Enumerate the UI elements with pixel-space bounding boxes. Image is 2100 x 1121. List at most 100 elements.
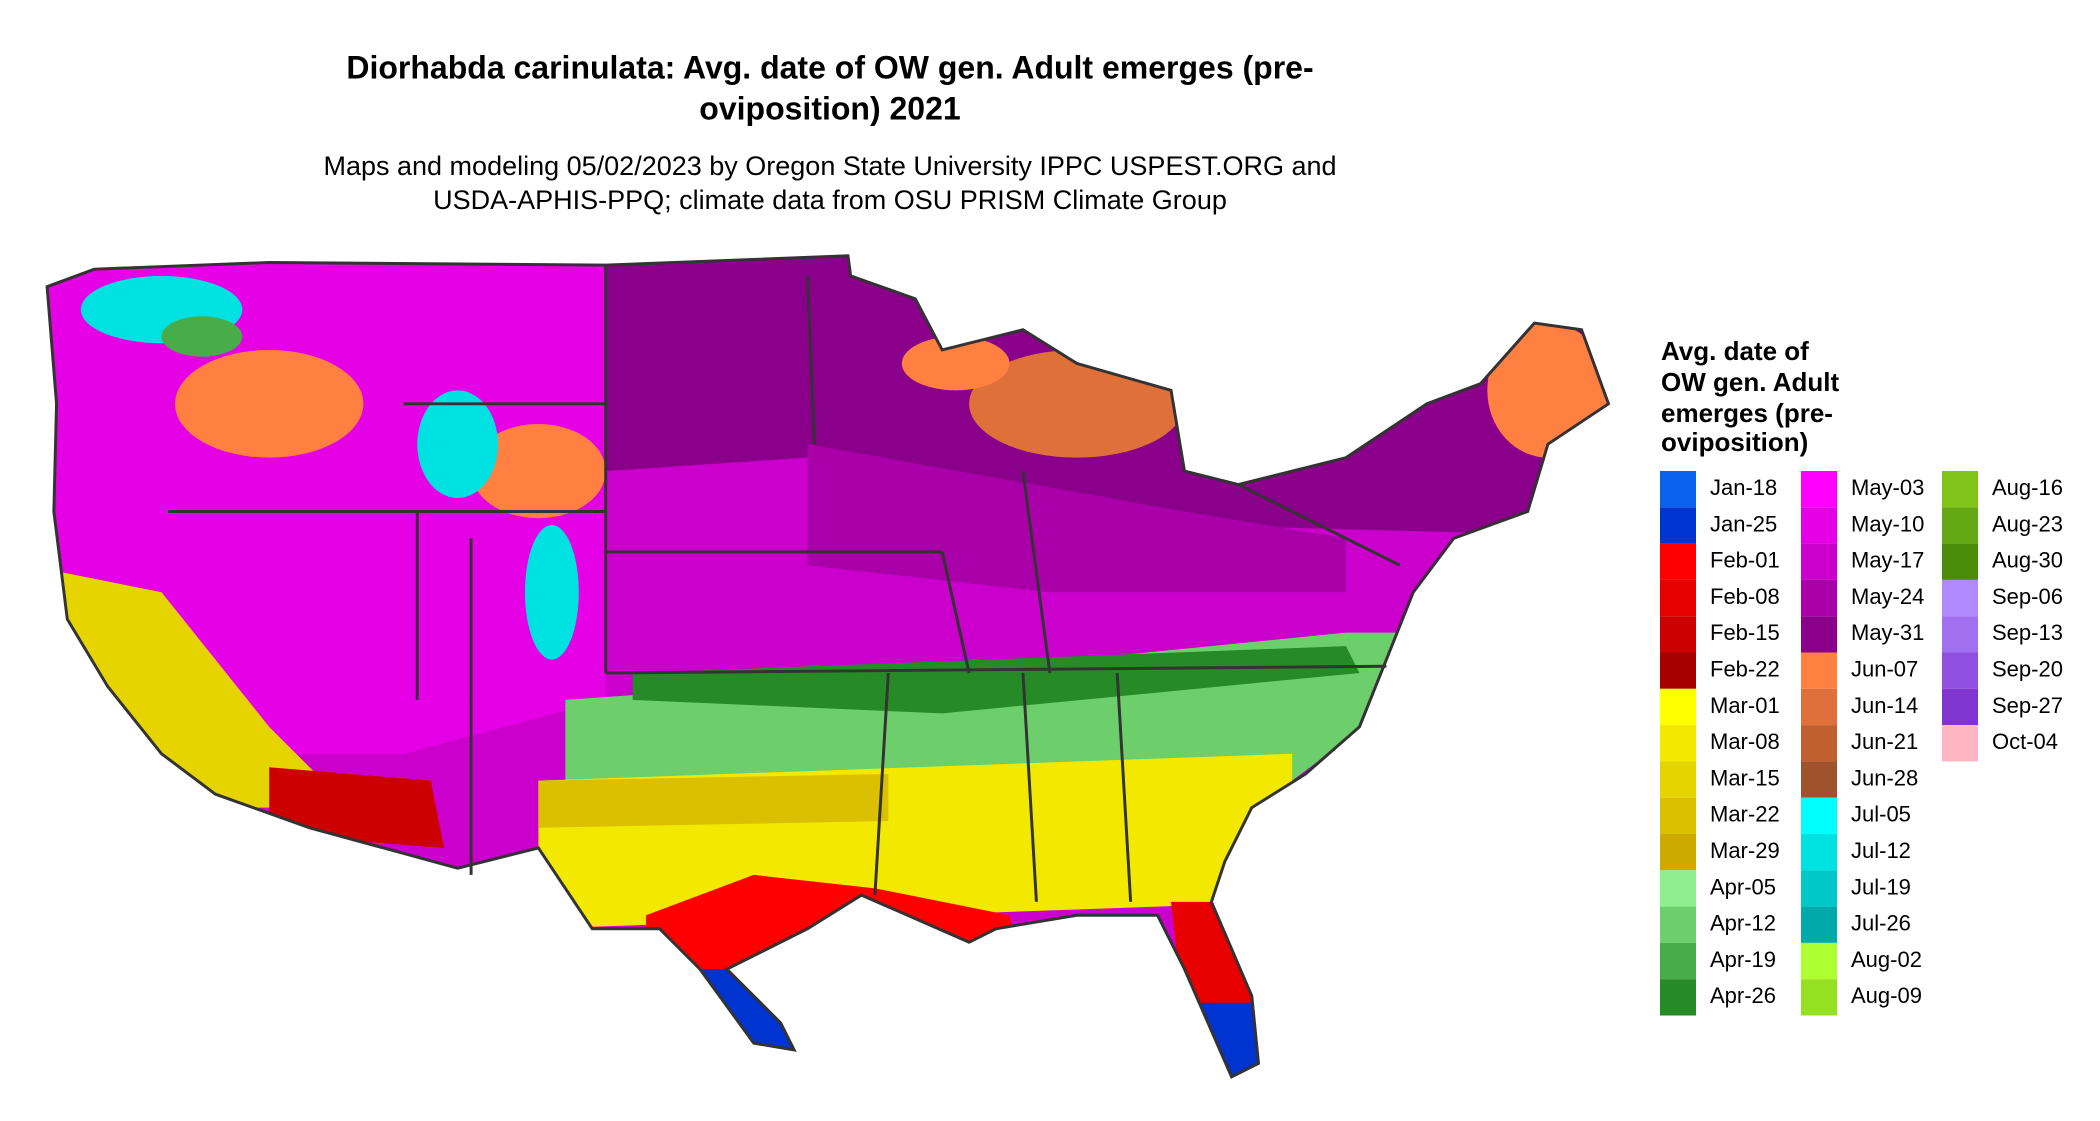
legend-title-line: Avg. date of [1661, 336, 1809, 366]
legend-label: Jul-12 [1851, 838, 1911, 863]
legend-label: May-17 [1851, 548, 1924, 573]
map-fill [47, 255, 1609, 1077]
legend-swatch [1660, 906, 1696, 943]
legend-swatch [1801, 906, 1837, 943]
legend-label: Jan-25 [1710, 511, 1777, 536]
legend-swatch [1942, 616, 1978, 653]
subtitle-line: USDA-APHIS-PPQ; climate data from OSU PR… [433, 185, 1227, 215]
legend-swatch [1801, 725, 1837, 762]
title-line: Diorhabda carinulata: Avg. date of OW ge… [346, 49, 1313, 85]
state-lines [168, 265, 1401, 902]
legend-swatch [1801, 979, 1837, 1016]
map [45, 254, 1610, 1079]
region [174, 349, 364, 458]
legend-swatch [1942, 471, 1978, 508]
legend-label: Mar-15 [1710, 765, 1780, 790]
legend-swatch [1660, 761, 1696, 798]
legend-label: Apr-05 [1710, 874, 1776, 899]
legend-swatch [1801, 616, 1837, 653]
legend-label: Feb-15 [1710, 620, 1780, 645]
legend-swatch [1660, 979, 1696, 1016]
legend-swatch [1942, 725, 1978, 762]
legend-swatch [1801, 834, 1837, 871]
legend-label: Jul-26 [1851, 911, 1911, 936]
legend-label: Aug-09 [1851, 983, 1922, 1008]
legend-swatch [1660, 725, 1696, 762]
legend-swatch [1801, 507, 1837, 544]
legend-label: Mar-29 [1710, 838, 1780, 863]
legend-label: Jun-07 [1851, 656, 1918, 681]
legend-label: Sep-20 [1992, 656, 2063, 681]
legend-swatch [1801, 761, 1837, 798]
legend-label: Apr-26 [1710, 983, 1776, 1008]
legend-swatch [1942, 543, 1978, 580]
legend-swatch [1660, 507, 1696, 544]
region [901, 336, 1010, 391]
legend-label: Aug-16 [1992, 475, 2063, 500]
legend-label: May-24 [1851, 584, 1924, 609]
legend-swatch [1801, 652, 1837, 689]
legend-swatch [1660, 471, 1696, 508]
legend-title-line: emerges (pre- [1661, 398, 1833, 428]
legend-swatch [1942, 579, 1978, 617]
legend-swatch [1660, 652, 1696, 689]
legend-swatch [1660, 616, 1696, 653]
legend-swatch [1660, 797, 1696, 834]
title-line: oviposition) 2021 [699, 90, 960, 126]
legend-label: Aug-30 [1992, 548, 2063, 573]
legend-swatch [1801, 688, 1837, 726]
legend-label: May-31 [1851, 620, 1924, 645]
legend-swatch [1801, 942, 1837, 980]
legend-label: Mar-01 [1710, 693, 1780, 718]
legend-label: Feb-01 [1710, 548, 1780, 573]
legend-swatch [1660, 579, 1696, 617]
legend-label: Mar-08 [1710, 729, 1780, 754]
legend-label: Jun-28 [1851, 765, 1918, 790]
legend-swatch [1942, 507, 1978, 544]
legend-swatch [1942, 652, 1978, 689]
region [1487, 323, 1609, 458]
legend-title-line: OW gen. Adult [1661, 367, 1839, 397]
region [524, 524, 579, 660]
legend-swatch [1942, 688, 1978, 726]
legend-label: Feb-08 [1710, 584, 1780, 609]
legend-swatch [1801, 870, 1837, 907]
region [161, 316, 243, 357]
region [471, 423, 606, 519]
legend-swatch [1801, 543, 1837, 580]
legend-swatch [1660, 870, 1696, 907]
region [699, 969, 808, 1077]
legend-label: May-03 [1851, 475, 1924, 500]
region [632, 646, 1360, 714]
legend-title-line: oviposition) [1661, 427, 1808, 457]
legend-swatch [1660, 834, 1696, 871]
legend-label: Oct-04 [1992, 729, 2058, 754]
legend-label: Aug-02 [1851, 947, 1922, 972]
legend-swatch [1801, 579, 1837, 617]
region [417, 390, 499, 499]
legend-swatch [1801, 797, 1837, 834]
legend-label: Jan-18 [1710, 475, 1777, 500]
legend-label: Apr-12 [1710, 911, 1776, 936]
legend-label: Aug-23 [1992, 511, 2063, 536]
legend-swatch [1660, 688, 1696, 726]
legend-label: May-10 [1851, 511, 1924, 536]
region [1197, 1002, 1293, 1077]
legend-swatch [1801, 471, 1837, 508]
legend-label: Apr-19 [1710, 947, 1776, 972]
legend-label: Jun-14 [1851, 693, 1918, 718]
legend-label: Jul-05 [1851, 802, 1911, 827]
legend-label: Sep-06 [1992, 584, 2063, 609]
legend-label: Sep-27 [1992, 693, 2063, 718]
legend-swatch [1660, 942, 1696, 980]
legend-label: Mar-22 [1710, 802, 1780, 827]
legend-label: Feb-22 [1710, 656, 1780, 681]
legend-label: Jun-21 [1851, 729, 1918, 754]
subtitle-line: Maps and modeling 05/02/2023 by Oregon S… [323, 151, 1336, 181]
legend-label: Jul-19 [1851, 874, 1911, 899]
legend-label: Sep-13 [1992, 620, 2063, 645]
legend-swatch [1660, 543, 1696, 580]
legend: Jan-18 Jan-25 Feb-01 Feb-08 Feb-15 Feb-22 Mar-… [1660, 471, 2063, 1016]
region [538, 773, 889, 828]
